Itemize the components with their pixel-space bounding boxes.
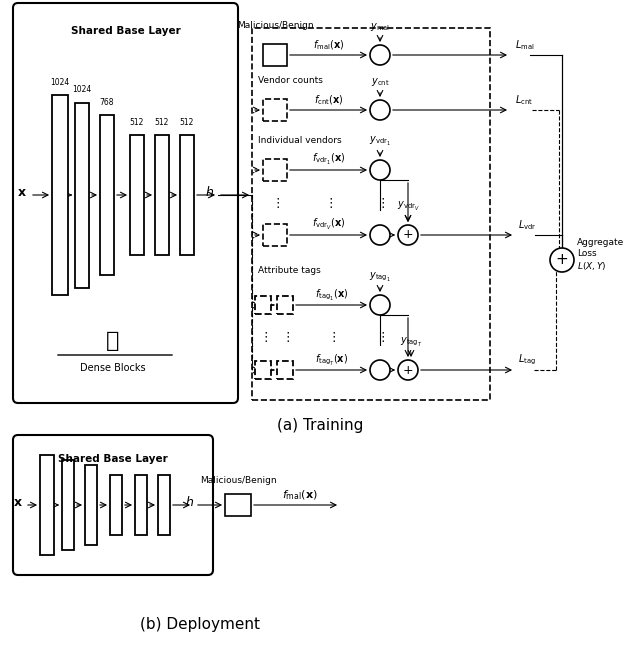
Text: $L_{\rm mal}$: $L_{\rm mal}$ [515,38,534,52]
Text: $\vdots$: $\vdots$ [327,331,336,344]
Bar [277,296,293,314]
Text: $\vdots$: $\vdots$ [271,195,280,209]
Text: $h$: $h$ [205,185,214,199]
Text: Dense Blocks: Dense Blocks [80,363,146,373]
Text: 1024: 1024 [51,78,70,87]
Bar [100,115,114,275]
Bar [263,224,287,246]
Bar [155,135,169,255]
Text: Vendor counts: Vendor counts [258,76,323,85]
Bar [52,95,68,295]
Bar [130,135,144,255]
Text: +: + [556,253,568,268]
Bar [85,465,97,545]
Bar [277,361,293,379]
Bar [263,44,287,66]
Text: $L_{\rm vdr}$: $L_{\rm vdr}$ [518,218,536,232]
Text: $f_{{\rm tag}_1}(\mathbf{x})$: $f_{{\rm tag}_1}(\mathbf{x})$ [315,287,348,302]
Text: $y_{{\rm tag}_T}$: $y_{{\rm tag}_T}$ [400,335,422,348]
Text: $y_{{\rm vdr}_1}$: $y_{{\rm vdr}_1}$ [369,135,391,148]
Text: 768: 768 [100,98,115,107]
Text: (a) Training: (a) Training [277,418,363,433]
Circle shape [370,45,390,65]
Text: (b) Deployment: (b) Deployment [140,617,260,632]
Text: $\vdots$: $\vdots$ [259,331,268,344]
Circle shape [398,225,418,245]
Text: 512: 512 [180,118,194,127]
Text: Malicious/Benign: Malicious/Benign [200,476,276,485]
Bar [110,475,122,535]
Text: 512: 512 [130,118,144,127]
Bar [263,99,287,121]
Text: $\vdots$: $\vdots$ [280,331,289,344]
Text: $y_{\rm mal}$: $y_{\rm mal}$ [370,21,390,33]
Text: $f_{\rm cnt}(\mathbf{x})$: $f_{\rm cnt}(\mathbf{x})$ [314,93,343,107]
Text: $\mathbf{x}$: $\mathbf{x}$ [13,495,23,508]
Bar [252,28,490,400]
FancyBboxPatch shape [13,3,238,403]
Circle shape [370,360,390,380]
Text: $f_{{\rm tag}_T}(\mathbf{x})$: $f_{{\rm tag}_T}(\mathbf{x})$ [315,352,348,367]
Circle shape [370,225,390,245]
Text: 512: 512 [155,118,169,127]
Text: $f_{\rm mal}(\mathbf{x})$: $f_{\rm mal}(\mathbf{x})$ [313,39,344,52]
Circle shape [370,160,390,180]
Text: $L_{\rm cnt}$: $L_{\rm cnt}$ [515,93,533,107]
Bar [180,135,194,255]
Text: $\vdots$: $\vdots$ [324,195,333,209]
Text: Malicious/Benign: Malicious/Benign [237,21,314,30]
Bar [135,475,147,535]
Text: +: + [403,228,413,241]
Text: Attribute tags: Attribute tags [258,266,321,275]
Bar [255,361,271,379]
Circle shape [550,248,574,272]
Bar [158,475,170,535]
Text: $L_{\rm tag}$: $L_{\rm tag}$ [518,353,536,367]
Bar [263,159,287,181]
Text: Shared Base Layer: Shared Base Layer [70,26,180,36]
Text: $y_{\rm cnt}$: $y_{\rm cnt}$ [371,76,389,88]
Bar [62,460,74,550]
FancyBboxPatch shape [13,435,213,575]
Circle shape [398,360,418,380]
Text: $f_{\rm mal}(\mathbf{x})$: $f_{\rm mal}(\mathbf{x})$ [282,489,318,502]
Text: $f_{{\rm vdr}_V}(\mathbf{x})$: $f_{{\rm vdr}_V}(\mathbf{x})$ [312,217,345,232]
Circle shape [370,100,390,120]
Text: ⎵: ⎵ [106,331,120,351]
Text: $\mathbf{x}$: $\mathbf{x}$ [17,186,27,199]
Text: $y_{{\rm tag}_1}$: $y_{{\rm tag}_1}$ [369,270,391,283]
Text: $f_{{\rm vdr}_1}(\mathbf{x})$: $f_{{\rm vdr}_1}(\mathbf{x})$ [312,152,345,167]
Text: $\vdots$: $\vdots$ [376,331,385,344]
Bar [40,455,54,555]
Text: Aggregate
Loss
$L(X,Y)$: Aggregate Loss $L(X,Y)$ [577,238,624,272]
Text: 1024: 1024 [72,85,92,94]
Text: $y_{{\rm vdr}_V}$: $y_{{\rm vdr}_V}$ [397,200,419,213]
Text: Shared Base Layer: Shared Base Layer [58,454,168,464]
Circle shape [370,295,390,315]
Text: $\vdots$: $\vdots$ [376,195,385,209]
Text: +: + [403,363,413,377]
Bar [225,494,251,516]
Text: $h$: $h$ [185,495,194,509]
Text: Individual vendors: Individual vendors [258,136,342,145]
Bar [255,296,271,314]
Bar [75,102,89,287]
